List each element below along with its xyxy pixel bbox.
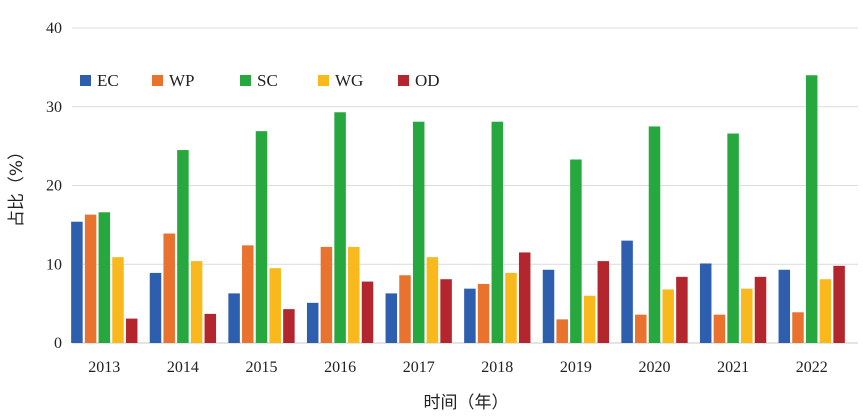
bar-ec-2019	[542, 269, 555, 343]
legend-swatch-sc	[240, 75, 251, 86]
legend-swatch-ec	[80, 75, 91, 86]
bars	[71, 75, 845, 344]
bar-ec-2016	[306, 302, 319, 343]
bar-ec-2022	[778, 269, 791, 343]
bar-sc-2019	[570, 159, 582, 343]
bar-wp-2014	[163, 233, 175, 343]
bar-wg-2019	[583, 295, 596, 343]
x-tick-label: 2020	[639, 359, 671, 376]
bar-od-2019	[597, 261, 610, 343]
bar-sc-2022	[805, 75, 818, 343]
y-tick-label: 30	[46, 99, 62, 116]
bar-wp-2022	[792, 312, 804, 343]
y-tick-label: 0	[54, 335, 62, 352]
bar-od-2017	[440, 279, 452, 343]
bar-sc-2016	[334, 112, 346, 343]
legend-swatch-od	[398, 75, 409, 86]
y-tick-label: 20	[46, 178, 62, 195]
bar-sc-2018	[491, 121, 504, 344]
bar-ec-2014	[149, 272, 162, 343]
legend-label-wp: WP	[169, 71, 195, 90]
x-tick-label: 2021	[717, 359, 749, 376]
bar-wp-2013	[84, 214, 97, 343]
legend-label-od: OD	[415, 71, 440, 90]
bar-sc-2015	[255, 131, 268, 343]
x-tick-label: 2013	[88, 359, 120, 376]
bar-wg-2020	[662, 289, 674, 343]
x-tick-label: 2017	[403, 359, 435, 376]
bar-wg-2022	[819, 279, 832, 343]
legend-label-sc: SC	[257, 71, 278, 90]
bar-sc-2020	[648, 126, 661, 343]
bar-od-2018	[518, 252, 531, 343]
x-tick-label: 2014	[167, 359, 199, 376]
bar-ec-2017	[385, 293, 398, 343]
x-tick-label: 2015	[246, 359, 278, 376]
bar-od-2021	[754, 276, 767, 343]
legend-label-wg: WG	[335, 71, 363, 90]
bar-ec-2018	[464, 288, 476, 343]
x-tick-label: 2018	[481, 359, 513, 376]
x-tick-label: 2019	[560, 359, 592, 376]
x-axis-ticks: 2013 2014 2015 2016 2017 2018 2019 2020 2021 2022	[88, 359, 827, 376]
bar-wp-2018	[477, 283, 490, 343]
legend: EC WP SC WG OD	[80, 71, 440, 90]
legend-swatch-wg	[318, 75, 329, 86]
bar-sc-2021	[727, 133, 739, 343]
bar-ec-2015	[228, 293, 240, 343]
bar-sc-2014	[177, 150, 189, 343]
bar-wg-2018	[505, 272, 517, 343]
bar-sc-2013	[98, 212, 111, 343]
x-tick-label: 2016	[324, 359, 356, 376]
bar-wp-2020	[635, 314, 647, 343]
bar-ec-2020	[621, 240, 633, 343]
y-tick-label: 40	[46, 20, 62, 37]
gridlines	[72, 27, 858, 344]
y-tick-label: 10	[46, 256, 62, 273]
bar-ec-2013	[71, 221, 83, 343]
bar-wp-2021	[713, 314, 726, 343]
x-tick-label: 2022	[796, 359, 828, 376]
bar-od-2013	[125, 318, 138, 343]
bar-wg-2017	[426, 257, 439, 343]
bar-wp-2016	[320, 246, 333, 343]
bar-od-2022	[833, 265, 845, 343]
bar-sc-2017	[412, 121, 425, 344]
bar-wp-2015	[242, 245, 254, 343]
y-axis-label: 占比（%）	[7, 143, 27, 227]
bar-wg-2013	[112, 257, 124, 343]
bar-ec-2021	[699, 263, 712, 343]
bar-od-2015	[283, 309, 295, 343]
bar-wg-2014	[190, 261, 203, 343]
x-axis-label: 时间（年）	[424, 393, 509, 413]
y-axis-ticks: 0 10 20 30 40	[46, 20, 62, 352]
bar-od-2014	[204, 313, 217, 343]
bar-wp-2017	[399, 275, 411, 343]
legend-label-ec: EC	[97, 71, 119, 90]
bar-od-2020	[676, 276, 688, 343]
bar-wg-2016	[348, 246, 360, 343]
bar-od-2016	[361, 281, 374, 343]
bar-wp-2019	[556, 319, 568, 343]
legend-swatch-wp	[152, 75, 163, 86]
bar-wg-2015	[269, 268, 281, 343]
bar-wg-2021	[741, 288, 753, 343]
